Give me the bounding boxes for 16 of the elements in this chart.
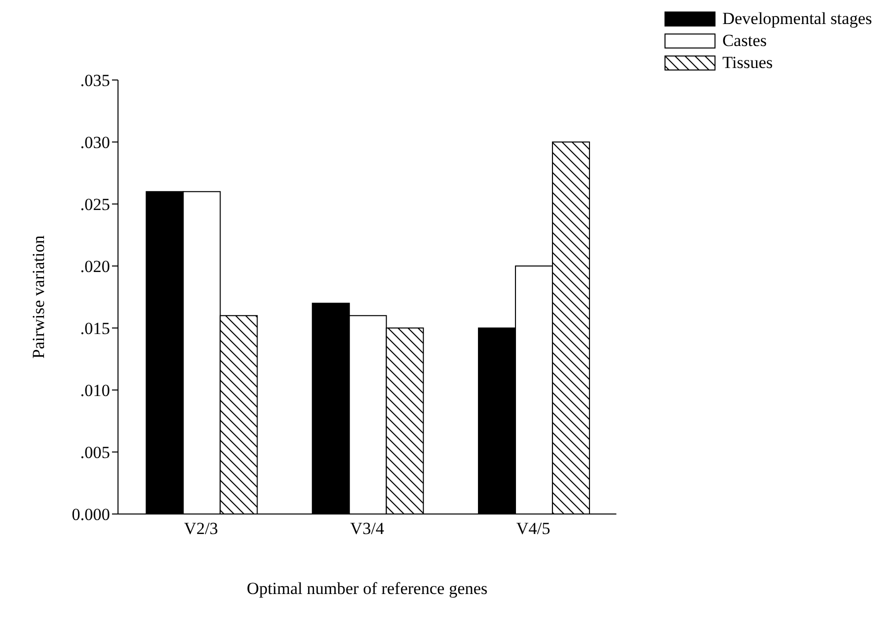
y-tick-label: .025 [80,195,110,214]
legend-label: Developmental stages [722,9,872,29]
y-tick-label: .035 [80,71,110,90]
y-axis-title: Pairwise variation [29,234,48,359]
x-tick-label: V4/5 [516,519,550,538]
y-tick-label: .020 [80,257,110,276]
legend-label: Tissues [722,53,773,73]
legend-label: Castes [722,31,767,51]
x-tick-label: V2/3 [184,519,218,538]
y-tick-label: .030 [80,133,110,152]
y-tick-label: 0.000 [72,505,110,524]
x-axis-title: Optimal number of reference genes [246,579,488,598]
y-tick-label: .005 [80,443,110,462]
y-tick-label: .010 [80,381,110,400]
x-tick-label: V3/4 [350,519,385,538]
y-tick-label: .015 [80,319,110,338]
